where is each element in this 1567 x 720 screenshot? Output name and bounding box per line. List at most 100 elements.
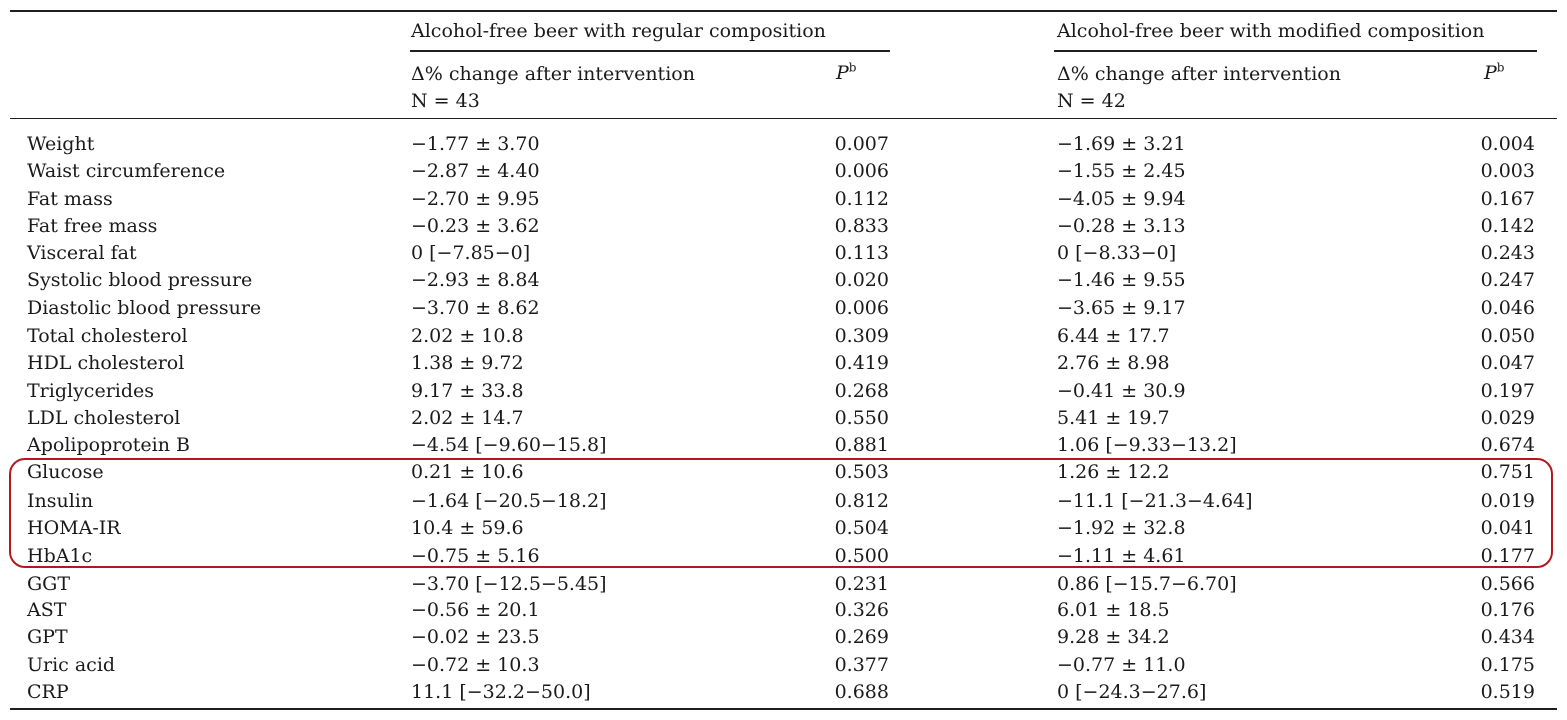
regular-p-cell: 0.113 <box>834 242 889 264</box>
regular-change-cell: 2.02 ± 10.8 <box>411 325 524 347</box>
modified-p-cell: 0.566 <box>1480 573 1535 595</box>
change-header-modified: Δ% change after intervention <box>1057 63 1341 85</box>
modified-change-cell: −1.69 ± 3.21 <box>1057 133 1186 155</box>
regular-change-cell: 0 [−7.85−0] <box>411 242 531 264</box>
row-label: Apolipoprotein B <box>27 434 190 456</box>
modified-change-cell: −0.77 ± 11.0 <box>1057 654 1186 676</box>
regular-change-cell: 9.17 ± 33.8 <box>411 380 524 402</box>
regular-p-cell: 0.020 <box>834 269 889 291</box>
modified-p-cell: 0.019 <box>1480 490 1535 512</box>
regular-change-cell: −0.75 ± 5.16 <box>411 545 540 567</box>
regular-p-cell: 0.504 <box>834 517 889 539</box>
row-label: AST <box>27 599 67 621</box>
row-label: HbA1c <box>27 545 93 567</box>
regular-p-cell: 0.309 <box>834 325 889 347</box>
modified-change-cell: 0.86 [−15.7−6.70] <box>1057 573 1237 595</box>
regular-change-cell: −0.72 ± 10.3 <box>411 654 540 676</box>
regular-p-cell: 0.833 <box>834 215 889 237</box>
modified-change-cell: −0.41 ± 30.9 <box>1057 380 1186 402</box>
row-label: Total cholesterol <box>27 325 188 347</box>
regular-change-cell: −1.64 [−20.5−18.2] <box>411 490 607 512</box>
regular-change-cell: −1.77 ± 3.70 <box>411 133 540 155</box>
regular-change-cell: 1.38 ± 9.72 <box>411 352 524 374</box>
regular-p-cell: 0.812 <box>834 490 889 512</box>
regular-p-cell: 0.550 <box>834 407 889 429</box>
group-title-modified: Alcohol-free beer with modified composit… <box>1057 20 1485 42</box>
group-title-regular: Alcohol-free beer with regular compositi… <box>411 20 826 42</box>
row-label: Insulin <box>27 490 94 512</box>
row-label: Glucose <box>27 461 104 483</box>
regular-p-cell: 0.112 <box>834 188 889 210</box>
modified-p-cell: 0.041 <box>1480 517 1535 539</box>
regular-p-cell: 0.419 <box>834 352 889 374</box>
row-label: Visceral fat <box>27 242 137 264</box>
regular-change-cell: −2.87 ± 4.40 <box>411 160 540 182</box>
regular-p-cell: 0.006 <box>834 297 889 319</box>
regular-change-cell: 2.02 ± 14.7 <box>411 407 524 429</box>
regular-change-cell: −0.23 ± 3.62 <box>411 215 540 237</box>
row-label: Waist circumference <box>27 160 226 182</box>
regular-change-cell: 0.21 ± 10.6 <box>411 461 524 483</box>
modified-change-cell: 6.01 ± 18.5 <box>1057 599 1170 621</box>
change-header-regular: Δ% change after intervention <box>411 63 695 85</box>
modified-change-cell: −4.05 ± 9.94 <box>1057 188 1186 210</box>
modified-p-cell: 0.167 <box>1480 188 1535 210</box>
regular-change-cell: −0.56 ± 20.1 <box>411 599 540 621</box>
row-label: Systolic blood pressure <box>27 269 253 291</box>
top-rule <box>10 10 1557 12</box>
modified-change-cell: 1.26 ± 12.2 <box>1057 461 1170 483</box>
modified-p-cell: 0.247 <box>1480 269 1535 291</box>
modified-group-underline <box>1054 50 1537 52</box>
modified-p-cell: 0.197 <box>1480 380 1535 402</box>
modified-change-cell: 0 [−24.3−27.6] <box>1057 681 1207 703</box>
row-label: HDL cholesterol <box>27 352 185 374</box>
regular-p-cell: 0.269 <box>834 626 889 648</box>
regular-group-underline <box>410 50 890 52</box>
row-label: CRP <box>27 681 69 703</box>
highlight-box <box>9 458 1553 568</box>
p-label-regular: P <box>836 62 849 84</box>
modified-p-cell: 0.029 <box>1480 407 1535 429</box>
modified-change-cell: −11.1 [−21.3−4.64] <box>1057 490 1253 512</box>
regular-p-cell: 0.500 <box>834 545 889 567</box>
regular-p-cell: 0.688 <box>834 681 889 703</box>
row-label: GGT <box>27 573 71 595</box>
modified-change-cell: −3.65 ± 9.17 <box>1057 297 1186 319</box>
modified-p-cell: 0.175 <box>1480 654 1535 676</box>
regular-p-cell: 0.268 <box>834 380 889 402</box>
row-label: Triglycerides <box>27 380 155 402</box>
modified-change-cell: −1.11 ± 4.61 <box>1057 545 1186 567</box>
row-label: Weight <box>27 133 95 155</box>
regular-p-cell: 0.881 <box>834 434 889 456</box>
regular-change-cell: −2.93 ± 8.84 <box>411 269 540 291</box>
modified-p-cell: 0.003 <box>1480 160 1535 182</box>
modified-p-cell: 0.177 <box>1480 545 1535 567</box>
regular-p-cell: 0.326 <box>834 599 889 621</box>
regular-change-cell: −3.70 ± 8.62 <box>411 297 540 319</box>
p-label-modified: P <box>1484 62 1497 84</box>
modified-p-cell: 0.751 <box>1480 461 1535 483</box>
regular-p-cell: 0.503 <box>834 461 889 483</box>
modified-change-cell: 9.28 ± 34.2 <box>1057 626 1170 648</box>
regular-p-cell: 0.231 <box>834 573 889 595</box>
row-label: Uric acid <box>27 654 116 676</box>
p-superscript-regular: b <box>848 60 857 75</box>
modified-p-cell: 0.050 <box>1480 325 1535 347</box>
regular-p-cell: 0.377 <box>834 654 889 676</box>
row-label: HOMA-IR <box>27 517 121 539</box>
row-label: LDL cholesterol <box>27 407 181 429</box>
modified-change-cell: −1.92 ± 32.8 <box>1057 517 1186 539</box>
modified-change-cell: −1.46 ± 9.55 <box>1057 269 1186 291</box>
modified-change-cell: 1.06 [−9.33−13.2] <box>1057 434 1237 456</box>
regular-change-cell: −4.54 [−9.60−15.8] <box>411 434 607 456</box>
row-label: Fat mass <box>27 188 113 210</box>
modified-change-cell: 6.44 ± 17.7 <box>1057 325 1170 347</box>
header-bottom-rule <box>10 118 1557 119</box>
regular-change-cell: −2.70 ± 9.95 <box>411 188 540 210</box>
p-superscript-modified: b <box>1496 60 1505 75</box>
p-header-modified: Pb <box>1484 62 1504 84</box>
row-label: Fat free mass <box>27 215 158 237</box>
modified-change-cell: −0.28 ± 3.13 <box>1057 215 1186 237</box>
modified-change-cell: −1.55 ± 2.45 <box>1057 160 1186 182</box>
modified-p-cell: 0.046 <box>1480 297 1535 319</box>
